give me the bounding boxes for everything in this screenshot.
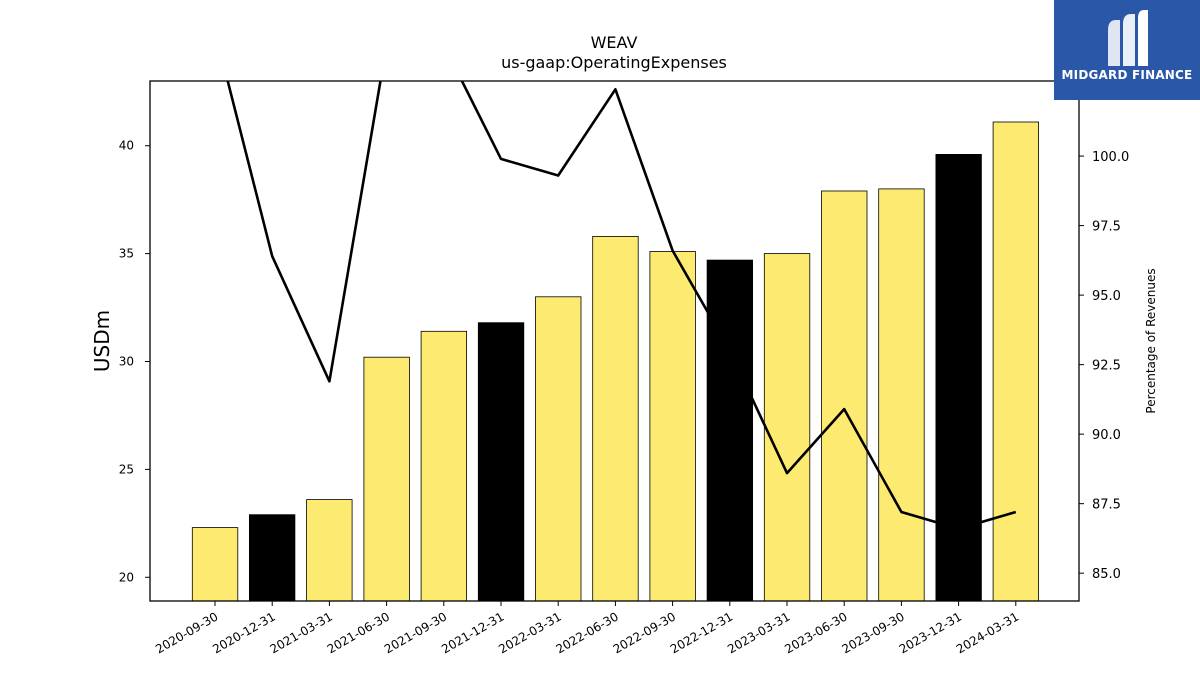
bar-2020-12-31 [248, 514, 296, 602]
y2-tick-label: 92.5 [1092, 359, 1121, 374]
bar-2021-03-31 [306, 499, 353, 602]
percentage-line [226, 81, 1017, 531]
plot-frame [149, 80, 1080, 602]
x-tick-label: 2023-09-30 [839, 609, 906, 656]
chart-subtitle: us-gaap:OperatingExpenses [501, 53, 727, 72]
y-axis-left: 20 25 30 35 40 [119, 139, 150, 584]
bar-2021-09-30 [420, 330, 468, 602]
x-tick-label: 2023-06-30 [782, 609, 849, 656]
midgard-logo-icon [1108, 10, 1148, 66]
y-axis-right: 85.0 87.5 90.0 92.5 95.0 97.5 100.0 [1079, 150, 1129, 582]
y-tick-label: 40 [119, 139, 134, 153]
bar-2020-09-30 [191, 527, 239, 602]
bar-2022-12-31 [706, 259, 753, 602]
x-tick-label: 2022-06-30 [553, 609, 620, 656]
y-tick-label: 25 [119, 462, 134, 476]
chart-title: WEAV [591, 33, 638, 52]
x-tick-label: 2020-09-30 [153, 609, 220, 656]
x-tick-label: 2021-09-30 [382, 609, 449, 656]
y2-axis-label: Percentage of Revenues [1144, 268, 1158, 413]
y2-tick-label: 85.0 [1092, 567, 1121, 582]
bar-2022-03-31 [535, 296, 582, 602]
bars [191, 121, 1039, 602]
bar-2021-06-30 [363, 356, 410, 602]
y2-tick-label: 95.0 [1092, 289, 1121, 304]
x-tick-label: 2022-03-31 [496, 609, 563, 656]
bar-2024-03-31 [992, 121, 1039, 602]
y2-tick-label: 90.0 [1092, 428, 1121, 443]
line-layer [226, 81, 1017, 531]
x-axis: 2020-09-302020-12-312021-03-312021-06-30… [153, 601, 1021, 656]
x-tick-label: 2023-12-31 [897, 609, 964, 656]
x-tick-label: 2021-12-31 [439, 609, 506, 656]
y2-tick-label: 100.0 [1092, 150, 1129, 165]
y-tick-label: 30 [119, 354, 134, 368]
x-tick-label: 2020-12-31 [210, 609, 277, 656]
y-tick-label: 35 [119, 247, 134, 261]
y2-tick-label: 87.5 [1092, 498, 1121, 513]
bar-2023-03-31 [763, 253, 811, 602]
logo-text: MIDGARD FINANCE [1061, 68, 1193, 82]
y2-tick-label: 97.5 [1092, 220, 1121, 235]
y-tick-label: 20 [119, 570, 134, 584]
x-tick-label: 2022-12-31 [668, 609, 735, 656]
x-tick-label: 2021-06-30 [325, 609, 392, 656]
x-tick-label: 2023-03-31 [725, 609, 792, 656]
bar-2022-09-30 [649, 251, 696, 602]
bar-2021-12-31 [477, 322, 525, 602]
bar-2022-06-30 [592, 235, 639, 602]
y-axis-label: USDm [90, 310, 114, 372]
x-tick-label: 2024-03-31 [954, 609, 1021, 656]
x-tick-label: 2022-09-30 [611, 609, 678, 656]
brand-logo: MIDGARD FINANCE [1054, 0, 1200, 100]
bar-2023-12-31 [935, 153, 982, 602]
x-tick-label: 2021-03-31 [267, 609, 334, 656]
bar-2023-06-30 [821, 190, 868, 602]
bar-2023-09-30 [878, 188, 925, 602]
